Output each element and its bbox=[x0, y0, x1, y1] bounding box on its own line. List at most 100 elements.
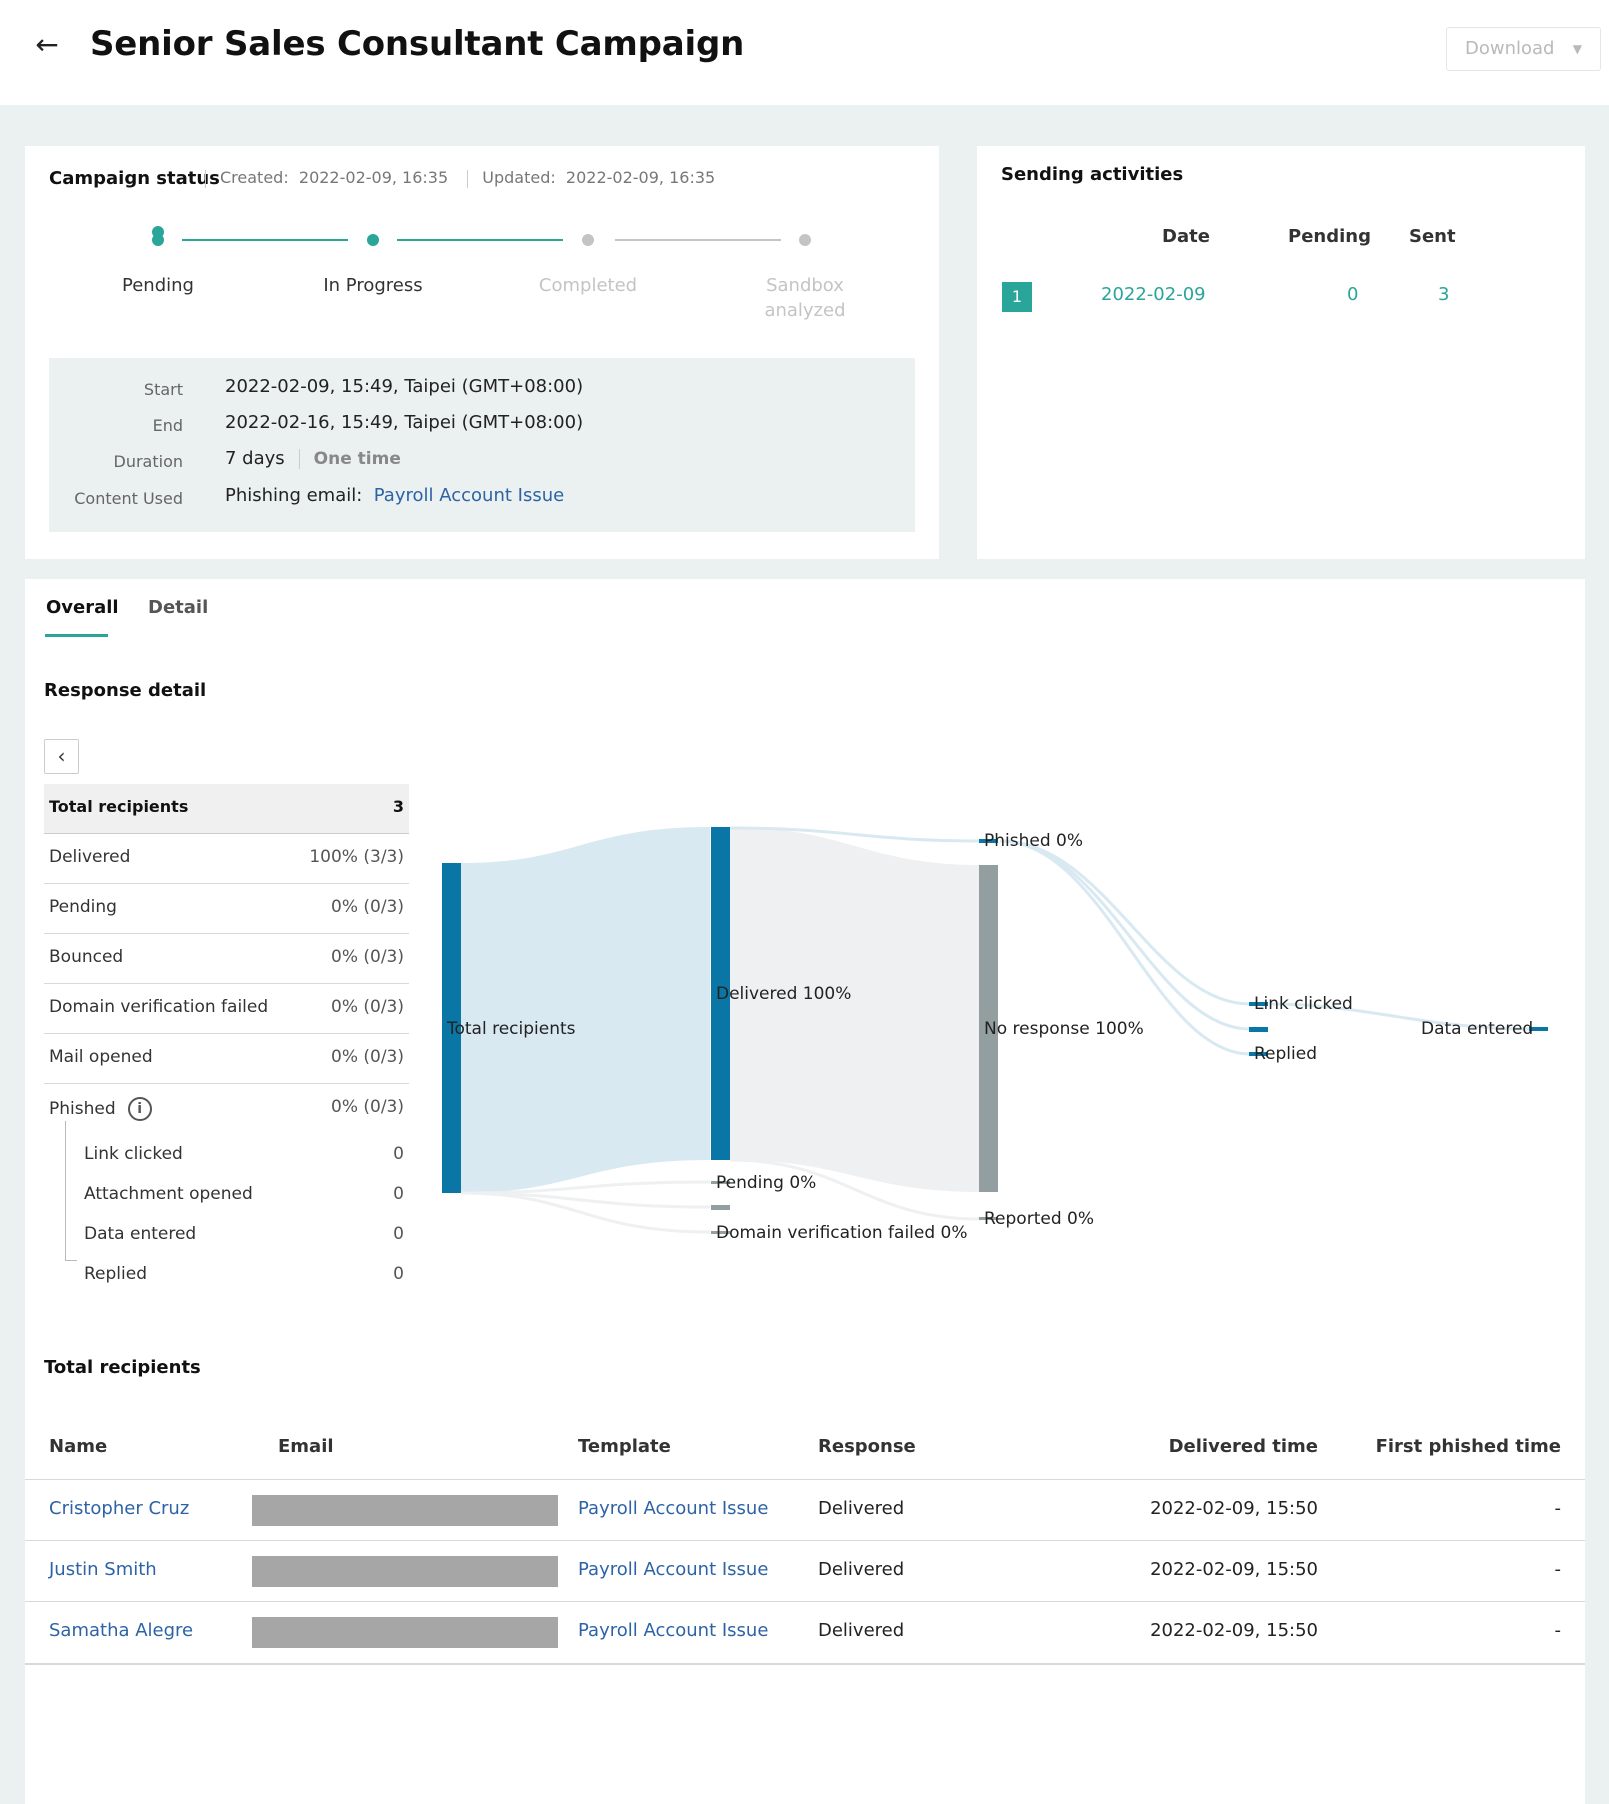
start-value: 2022-02-09, 15:49, Taipei (GMT+08:00) bbox=[225, 376, 584, 397]
col-name: Name bbox=[49, 1436, 108, 1457]
first-phished-time: - bbox=[1554, 1620, 1562, 1641]
tab-detail[interactable]: Detail bbox=[148, 597, 209, 618]
sub-value: 0 bbox=[393, 1224, 404, 1244]
step-label-pending: Pending bbox=[122, 275, 194, 296]
table-row: Cristopher Cruz Payroll Account Issue De… bbox=[25, 1479, 1585, 1540]
flow-link-data bbox=[1269, 1002, 1531, 1031]
label-pending: Pending 0% bbox=[716, 1173, 816, 1193]
stats-header-row: Total recipients 3 bbox=[44, 784, 409, 834]
created-label: Created: bbox=[220, 168, 289, 187]
stat-row: Bounced 0% (0/3) bbox=[44, 934, 409, 984]
template-link[interactable]: Payroll Account Issue bbox=[578, 1620, 769, 1641]
content-used-value: Phishing email: Payroll Account Issue bbox=[225, 485, 564, 506]
response-detail-title: Response detail bbox=[44, 680, 207, 701]
content-used-label: Content Used bbox=[74, 489, 183, 508]
table-row: Samatha Alegre Payroll Account Issue Del… bbox=[25, 1601, 1585, 1662]
stats-header-value: 3 bbox=[392, 797, 404, 816]
node-link-clicked bbox=[1249, 1002, 1268, 1006]
phished-label-group: Phished i bbox=[49, 1097, 152, 1121]
start-label: Start bbox=[143, 380, 183, 399]
info-icon[interactable]: i bbox=[127, 1097, 152, 1121]
delivered-time: 2022-02-09, 15:50 bbox=[1150, 1620, 1318, 1641]
step-label-sandbox: Sandbox analyzed bbox=[764, 275, 846, 321]
phished-sub-row: Data entered 0 bbox=[44, 1216, 409, 1256]
end-value: 2022-02-16, 15:49, Taipei (GMT+08:00) bbox=[225, 412, 584, 433]
step-dot-sandbox bbox=[799, 234, 811, 246]
col-sent: Sent bbox=[1409, 226, 1456, 247]
col-first-phished-time: First phished time bbox=[1375, 1436, 1561, 1457]
node-total-recipients bbox=[442, 863, 461, 1193]
node-pending bbox=[711, 1181, 730, 1184]
tree-line bbox=[65, 1121, 66, 1261]
flow-delivered-phished bbox=[729, 826, 981, 843]
stat-label: Phished bbox=[49, 1099, 116, 1119]
node-bounced bbox=[711, 1205, 730, 1210]
active-tab-indicator bbox=[45, 634, 108, 637]
node-reported bbox=[979, 1217, 998, 1220]
stat-value: 0% (0/3) bbox=[331, 1047, 404, 1067]
col-email: Email bbox=[278, 1436, 334, 1457]
stat-row-phished: Phished i 0% (0/3) bbox=[44, 1084, 409, 1134]
tab-overall[interactable]: Overall bbox=[46, 597, 119, 618]
activity-pending: 0 bbox=[1347, 284, 1359, 305]
phished-sub-row: Replied 0 bbox=[44, 1256, 409, 1296]
col-template: Template bbox=[578, 1436, 671, 1457]
page-title: Senior Sales Consultant Campaign bbox=[90, 24, 745, 64]
template-link[interactable]: Payroll Account Issue bbox=[578, 1559, 769, 1580]
stat-row: Mail opened 0% (0/3) bbox=[44, 1034, 409, 1084]
first-phished-time: - bbox=[1554, 1498, 1562, 1519]
label-delivered: Delivered 100% bbox=[716, 984, 851, 1004]
step-connector bbox=[615, 239, 781, 241]
duration-days: 7 days bbox=[225, 448, 285, 469]
back-arrow-icon[interactable]: ← bbox=[35, 28, 59, 61]
updated-label: Updated: bbox=[482, 168, 556, 187]
activity-sent: 3 bbox=[1438, 284, 1450, 305]
sub-label: Attachment opened bbox=[84, 1184, 253, 1204]
collapse-left-icon[interactable]: ‹ bbox=[44, 739, 79, 774]
stat-label: Bounced bbox=[49, 947, 124, 967]
download-button[interactable]: Download ▼ bbox=[1446, 27, 1601, 71]
step-label-in-progress: In Progress bbox=[323, 275, 423, 296]
col-delivered-time: Delivered time bbox=[1168, 1436, 1318, 1457]
template-link[interactable]: Payroll Account Issue bbox=[578, 1498, 769, 1519]
col-pending: Pending bbox=[1288, 226, 1371, 247]
redacted-email bbox=[252, 1495, 558, 1526]
flow-phished-attachment bbox=[999, 839, 1251, 1031]
download-label: Download bbox=[1465, 38, 1555, 59]
label-domain-failed: Domain verification failed 0% bbox=[716, 1223, 968, 1243]
stat-label: Delivered bbox=[49, 847, 131, 867]
flow-total-delivered bbox=[461, 827, 710, 1193]
stats-header-label: Total recipients bbox=[49, 797, 189, 816]
sending-activities-title: Sending activities bbox=[1001, 164, 1184, 185]
recipient-name-link[interactable]: Cristopher Cruz bbox=[49, 1498, 190, 1519]
response-value: Delivered bbox=[818, 1620, 905, 1641]
node-no-response bbox=[979, 865, 998, 1192]
phished-sub-row: Link clicked 0 bbox=[44, 1136, 409, 1176]
stat-label: Domain verification failed bbox=[49, 997, 269, 1017]
stat-value: 0% (0/3) bbox=[331, 997, 404, 1017]
recipient-name-link[interactable]: Justin Smith bbox=[49, 1559, 157, 1580]
end-label: End bbox=[152, 416, 183, 435]
recipients-title: Total recipients bbox=[44, 1357, 201, 1378]
duration-value: 7 days One time bbox=[225, 448, 401, 469]
label-no-response: No response 100% bbox=[984, 1019, 1144, 1039]
created-value: 2022-02-09, 16:35 bbox=[298, 168, 449, 187]
sub-label: Replied bbox=[84, 1264, 147, 1284]
recipient-name-link[interactable]: Samatha Alegre bbox=[49, 1620, 194, 1641]
stat-label: Mail opened bbox=[49, 1047, 153, 1067]
page-header: ← Senior Sales Consultant Campaign Downl… bbox=[0, 0, 1609, 105]
step-connector bbox=[182, 239, 348, 241]
first-phished-time: - bbox=[1554, 1559, 1562, 1580]
stat-value: 100% (3/3) bbox=[309, 847, 404, 867]
sub-value: 0 bbox=[393, 1264, 404, 1284]
node-attachment-opened bbox=[1249, 1027, 1268, 1032]
activity-index-badge: 1 bbox=[1002, 282, 1032, 312]
node-delivered bbox=[711, 827, 730, 1160]
sankey-diagram: Total recipients Delivered 100% Pending … bbox=[442, 826, 1548, 1243]
content-template-link[interactable]: Payroll Account Issue bbox=[373, 485, 565, 506]
flow-phished-link bbox=[999, 839, 1251, 1006]
activity-date[interactable]: 2022-02-09 bbox=[1101, 284, 1206, 305]
phished-sub-row: Attachment opened 0 bbox=[44, 1176, 409, 1216]
redacted-email bbox=[252, 1556, 558, 1587]
campaign-info-box: Start 2022-02-09, 15:49, Taipei (GMT+08:… bbox=[49, 358, 915, 532]
